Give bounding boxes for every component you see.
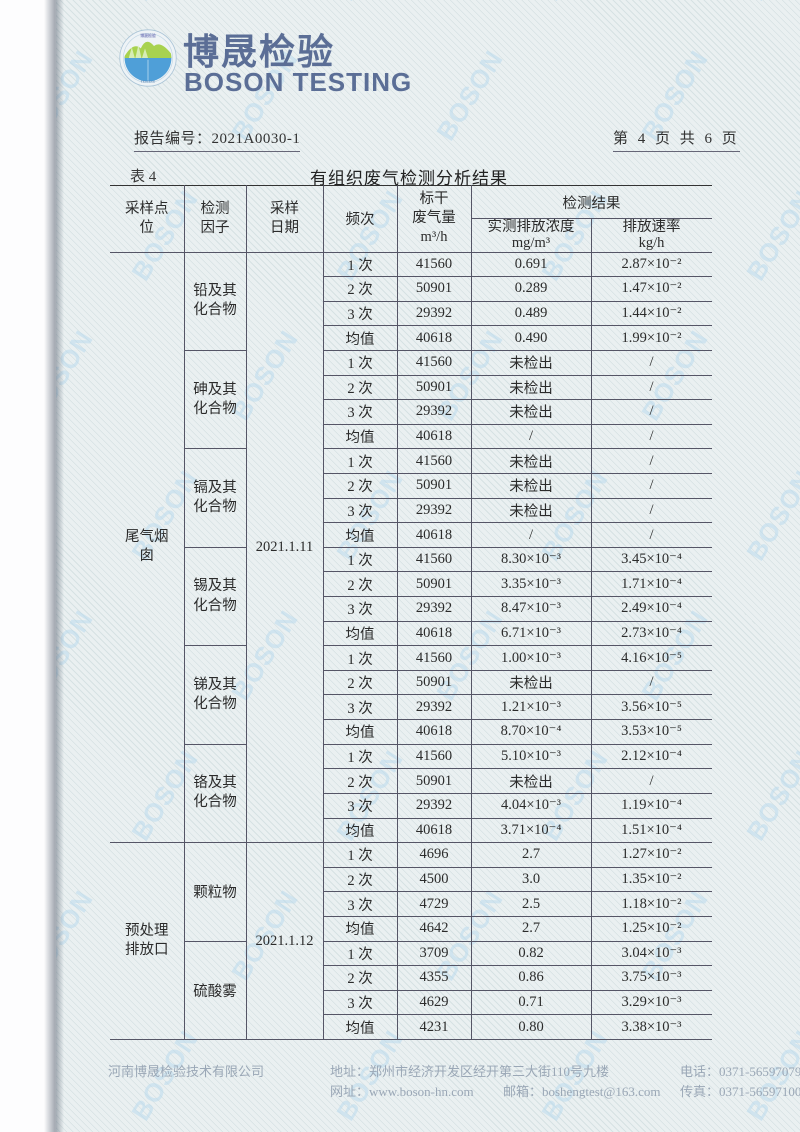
svg-text:TESTING: TESTING	[141, 80, 156, 84]
svg-text:博晟检验: 博晟检验	[140, 33, 156, 38]
